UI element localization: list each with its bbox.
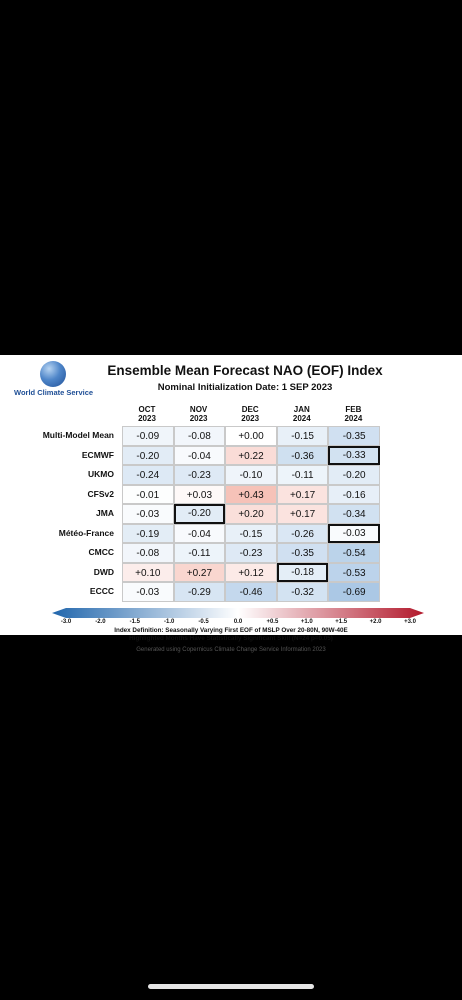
table-cell: -0.35 [328, 426, 380, 446]
column-header-jan: JAN 2024 [277, 405, 327, 423]
note-definition: Index Definition: Seasonally Varying Fir… [114, 627, 348, 634]
table-cell-significant: -0.03 [328, 523, 380, 544]
table-cell: -0.15 [276, 426, 329, 446]
table-cell: +0.03 [173, 484, 226, 505]
table-cell: -0.08 [122, 543, 174, 563]
source-footer: Generated using Copernicus Climate Chang… [136, 647, 326, 653]
table-cell: -0.26 [276, 523, 329, 544]
column-header-feb: FEB 2024 [328, 405, 378, 423]
world-climate-service-logo: World Climate Service [14, 361, 114, 397]
home-indicator[interactable] [148, 984, 314, 989]
table-cell: -0.46 [225, 582, 277, 602]
table-cell: +0.00 [225, 426, 277, 446]
table-cell: +0.17 [276, 504, 329, 524]
colorbar-tick-label: -2.0 [95, 619, 106, 625]
table-cell: -0.10 [225, 465, 277, 485]
table-cell: +0.43 [225, 484, 277, 505]
chart-title: Ensemble Mean Forecast NAO (EOF) Index [107, 363, 383, 378]
column-header-year: 2024 [344, 414, 363, 423]
row-label: Multi-Model Mean [42, 430, 114, 440]
table-cell: -0.20 [122, 445, 174, 466]
table-cell-significant: -0.18 [276, 562, 329, 583]
column-header-dec: DEC 2023 [225, 405, 275, 423]
table-cell: -0.19 [122, 523, 174, 544]
column-header-month: NOV [189, 405, 208, 414]
nao-index-card: World Climate Service Ensemble Mean Fore… [0, 355, 462, 653]
logo-text: World Climate Service [14, 388, 94, 397]
table-cell: -0.04 [173, 523, 226, 544]
table-cell: -0.15 [225, 523, 277, 544]
index-notes: Index Definition: Seasonally Varying Fir… [60, 627, 402, 643]
colorbar-tick-label: -3.0 [60, 619, 72, 625]
table-cell: -0.54 [328, 543, 380, 563]
table-cell: -0.32 [276, 582, 329, 602]
forecast-table: -0.09 -0.08 +0.00 -0.15 -0.35 -0.20 -0.04 +0.22… [122, 426, 380, 602]
row-label: JMA [96, 508, 114, 519]
table-cell: -0.11 [276, 465, 329, 485]
table-cell: -0.23 [225, 543, 277, 563]
colorbar-tick-label: -1.0 [164, 619, 175, 625]
globe-icon [40, 361, 66, 387]
colorbar-svg [52, 608, 424, 618]
table-cell: -0.04 [173, 445, 226, 466]
table-cell: +0.22 [225, 445, 277, 466]
table-cell: -0.11 [173, 543, 226, 563]
table-cell: -0.23 [173, 465, 226, 485]
column-header-nov: NOV 2023 [174, 405, 224, 423]
table-cell: -0.03 [122, 504, 174, 524]
row-label: CFSv2 [87, 488, 114, 499]
table-cell: -0.36 [276, 445, 329, 466]
chart-subtitle: Nominal Initialization Date: 1 SEP 2023 [157, 382, 333, 393]
table-cell-significant: -0.20 [173, 504, 226, 524]
colorbar [52, 607, 424, 621]
table-cell: -0.01 [122, 484, 174, 505]
table-cell: -0.09 [122, 426, 174, 446]
table-cell: +0.20 [225, 504, 277, 524]
colorbar-tick-label: +3.0 [404, 619, 416, 625]
table-cell: +0.10 [122, 562, 174, 583]
table-cell: -0.20 [328, 465, 380, 485]
colorbar-tick-label: -0.5 [198, 619, 209, 625]
column-header-month: JAN [293, 405, 310, 414]
table-cell: -0.03 [122, 582, 174, 602]
colorbar-gradient [52, 608, 424, 618]
colorbar-tick-label: +1.5 [335, 619, 348, 625]
colorbar-tick-label: +0.5 [266, 619, 279, 625]
column-header-year: 2024 [292, 414, 311, 423]
note-significance: Highlighted Months Have Statistically Si… [129, 635, 333, 642]
column-headers: OCT 2023 NOV 2023 DEC 2023 JAN 2024 FEB 2024 [122, 405, 380, 427]
row-label: ECCC [89, 586, 114, 597]
column-header-year: 2023 [241, 414, 260, 423]
table-cell: -0.24 [122, 465, 174, 485]
table-cell: -0.69 [328, 582, 380, 602]
table-cell-significant: -0.33 [328, 445, 380, 466]
row-label: DWD [93, 566, 114, 577]
column-header-month: OCT [138, 405, 156, 414]
table-cell: +0.17 [276, 484, 329, 505]
table-cell: +0.12 [225, 562, 277, 583]
column-header-year: 2023 [189, 414, 208, 423]
colorbar-ticks: -3.0 -2.0 -1.5 -1.0 -0.5 0.0 +0.5 +1.0 +1.5 +2.0 +… [0, 619, 462, 629]
colorbar-tick-label: +1.0 [300, 619, 313, 625]
column-header-month: DEC [241, 405, 259, 414]
table-cell: -0.08 [173, 426, 226, 446]
table-cell: +0.27 [173, 562, 226, 583]
colorbar-tick-label: -1.5 [129, 619, 140, 625]
table-cell: -0.35 [276, 543, 329, 563]
row-label: Météo-France [58, 527, 114, 538]
table-cell: -0.53 [328, 562, 380, 583]
row-label: UKMO [88, 469, 114, 480]
row-label: ECMWF [81, 449, 114, 460]
table-cell: -0.34 [328, 504, 380, 524]
table-cell: -0.16 [328, 484, 380, 505]
column-header-year: 2023 [138, 414, 156, 423]
column-header-oct: OCT 2023 [122, 405, 172, 423]
row-label: CMCC [88, 547, 115, 558]
colorbar-tick-label: 0.0 [233, 619, 243, 625]
table-cell: -0.29 [173, 582, 226, 602]
column-header-month: FEB [345, 405, 362, 414]
colorbar-tick-label: +2.0 [369, 619, 382, 625]
